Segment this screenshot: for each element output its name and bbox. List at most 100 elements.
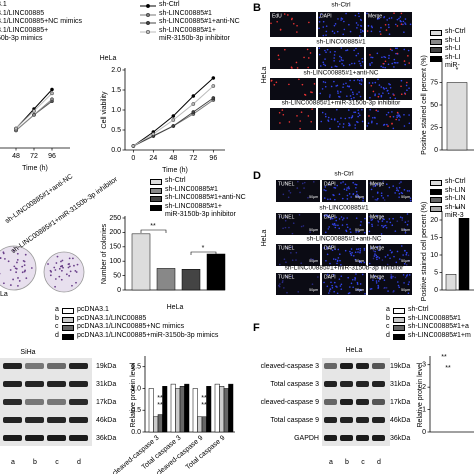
data-point <box>14 126 18 131</box>
cell <box>389 115 391 118</box>
cell <box>386 19 388 21</box>
cell <box>284 226 287 229</box>
legend-item: sh-LI miR- <box>430 54 466 71</box>
cell <box>335 216 338 219</box>
cell <box>403 189 406 191</box>
blot-band <box>3 435 22 441</box>
legend-item: sh-Ctrl <box>150 177 246 186</box>
chart-title: HeLa <box>100 55 117 62</box>
cell <box>354 124 356 126</box>
cell <box>348 63 351 66</box>
cell <box>383 218 385 221</box>
cell <box>397 189 400 192</box>
x-tick-label: 72 <box>189 155 197 162</box>
micrograph <box>270 12 316 37</box>
cell <box>340 47 343 49</box>
channel-label: Merge <box>368 13 382 19</box>
blot-band <box>372 363 385 369</box>
cell <box>338 96 341 98</box>
cell <box>339 253 341 256</box>
legend-label: sh-LINC00885#1 <box>408 314 461 322</box>
cell <box>288 226 290 229</box>
legend-label: 3.1/LINC00885+ 50b-3p mimics <box>0 26 49 43</box>
cell <box>341 197 344 200</box>
cell <box>338 193 341 196</box>
colony <box>7 260 10 263</box>
y-tick-label: 1.0 <box>111 107 121 114</box>
cell <box>337 224 339 227</box>
colony <box>2 282 5 285</box>
cell <box>363 249 366 251</box>
legend-item: a pcDNA3.1 <box>55 306 218 315</box>
cell <box>353 62 356 65</box>
cell <box>406 251 408 254</box>
data-point <box>32 113 36 117</box>
channel-label: DAPI <box>324 245 336 251</box>
colony <box>21 271 24 274</box>
cell <box>356 27 358 29</box>
colony <box>60 278 63 281</box>
cell <box>396 114 398 117</box>
cell <box>306 48 309 51</box>
legend-swatch <box>150 187 162 194</box>
cell <box>297 291 300 293</box>
cell <box>376 258 378 261</box>
blot-band <box>3 417 22 423</box>
cell <box>352 286 354 289</box>
cell <box>370 84 373 87</box>
cell <box>367 122 370 124</box>
cell <box>354 279 356 281</box>
cell <box>374 185 377 188</box>
cell <box>359 251 361 254</box>
cell <box>312 181 315 183</box>
cell <box>327 116 330 119</box>
cell <box>323 197 326 199</box>
cell <box>321 88 324 90</box>
cell <box>346 49 349 51</box>
x-axis-label: Time (h) <box>162 167 188 174</box>
annotation: ** <box>157 395 163 402</box>
cell <box>360 64 362 67</box>
cell <box>357 248 360 250</box>
bar <box>228 383 234 433</box>
band-size: 46kDa <box>390 417 410 424</box>
cell <box>283 258 286 261</box>
legend-label: pcDNA3.1/LINC00885+miR-3150b-3p mimics <box>77 331 219 339</box>
cell <box>377 284 379 287</box>
cell <box>403 282 405 284</box>
cell <box>350 196 352 198</box>
cell <box>361 108 363 111</box>
cell <box>369 182 372 185</box>
cell <box>340 182 342 184</box>
cell <box>303 56 305 59</box>
cell <box>371 56 374 59</box>
y-tick-label: 1.0 <box>131 385 141 392</box>
colony <box>13 265 16 268</box>
cell <box>330 281 332 284</box>
y-tick-label: 0 <box>422 429 426 436</box>
cell <box>348 122 350 125</box>
cell <box>299 191 301 194</box>
cell <box>334 248 336 251</box>
colony <box>56 255 59 258</box>
bar <box>446 82 468 151</box>
band-size: 17kDa <box>96 399 116 406</box>
cell <box>372 257 375 260</box>
legend-item: sh-LIN miR-3 <box>430 204 466 221</box>
cell <box>292 222 295 225</box>
scale-bar-label: 50μm <box>401 288 410 292</box>
cell <box>393 255 395 258</box>
cell <box>359 35 361 37</box>
annotation: ** <box>201 402 207 409</box>
cell <box>281 281 284 284</box>
cell <box>287 14 289 16</box>
cell <box>352 93 354 96</box>
cell <box>387 23 390 26</box>
x-tick-label: 24 <box>149 155 157 162</box>
micrograph <box>318 12 364 37</box>
protein-label: cleaved-caspase 9 <box>261 399 319 406</box>
legend-label: sh-LINC00885#1 <box>159 9 212 17</box>
cell <box>282 113 285 116</box>
significance-bracket <box>140 229 167 233</box>
cell <box>296 67 299 69</box>
